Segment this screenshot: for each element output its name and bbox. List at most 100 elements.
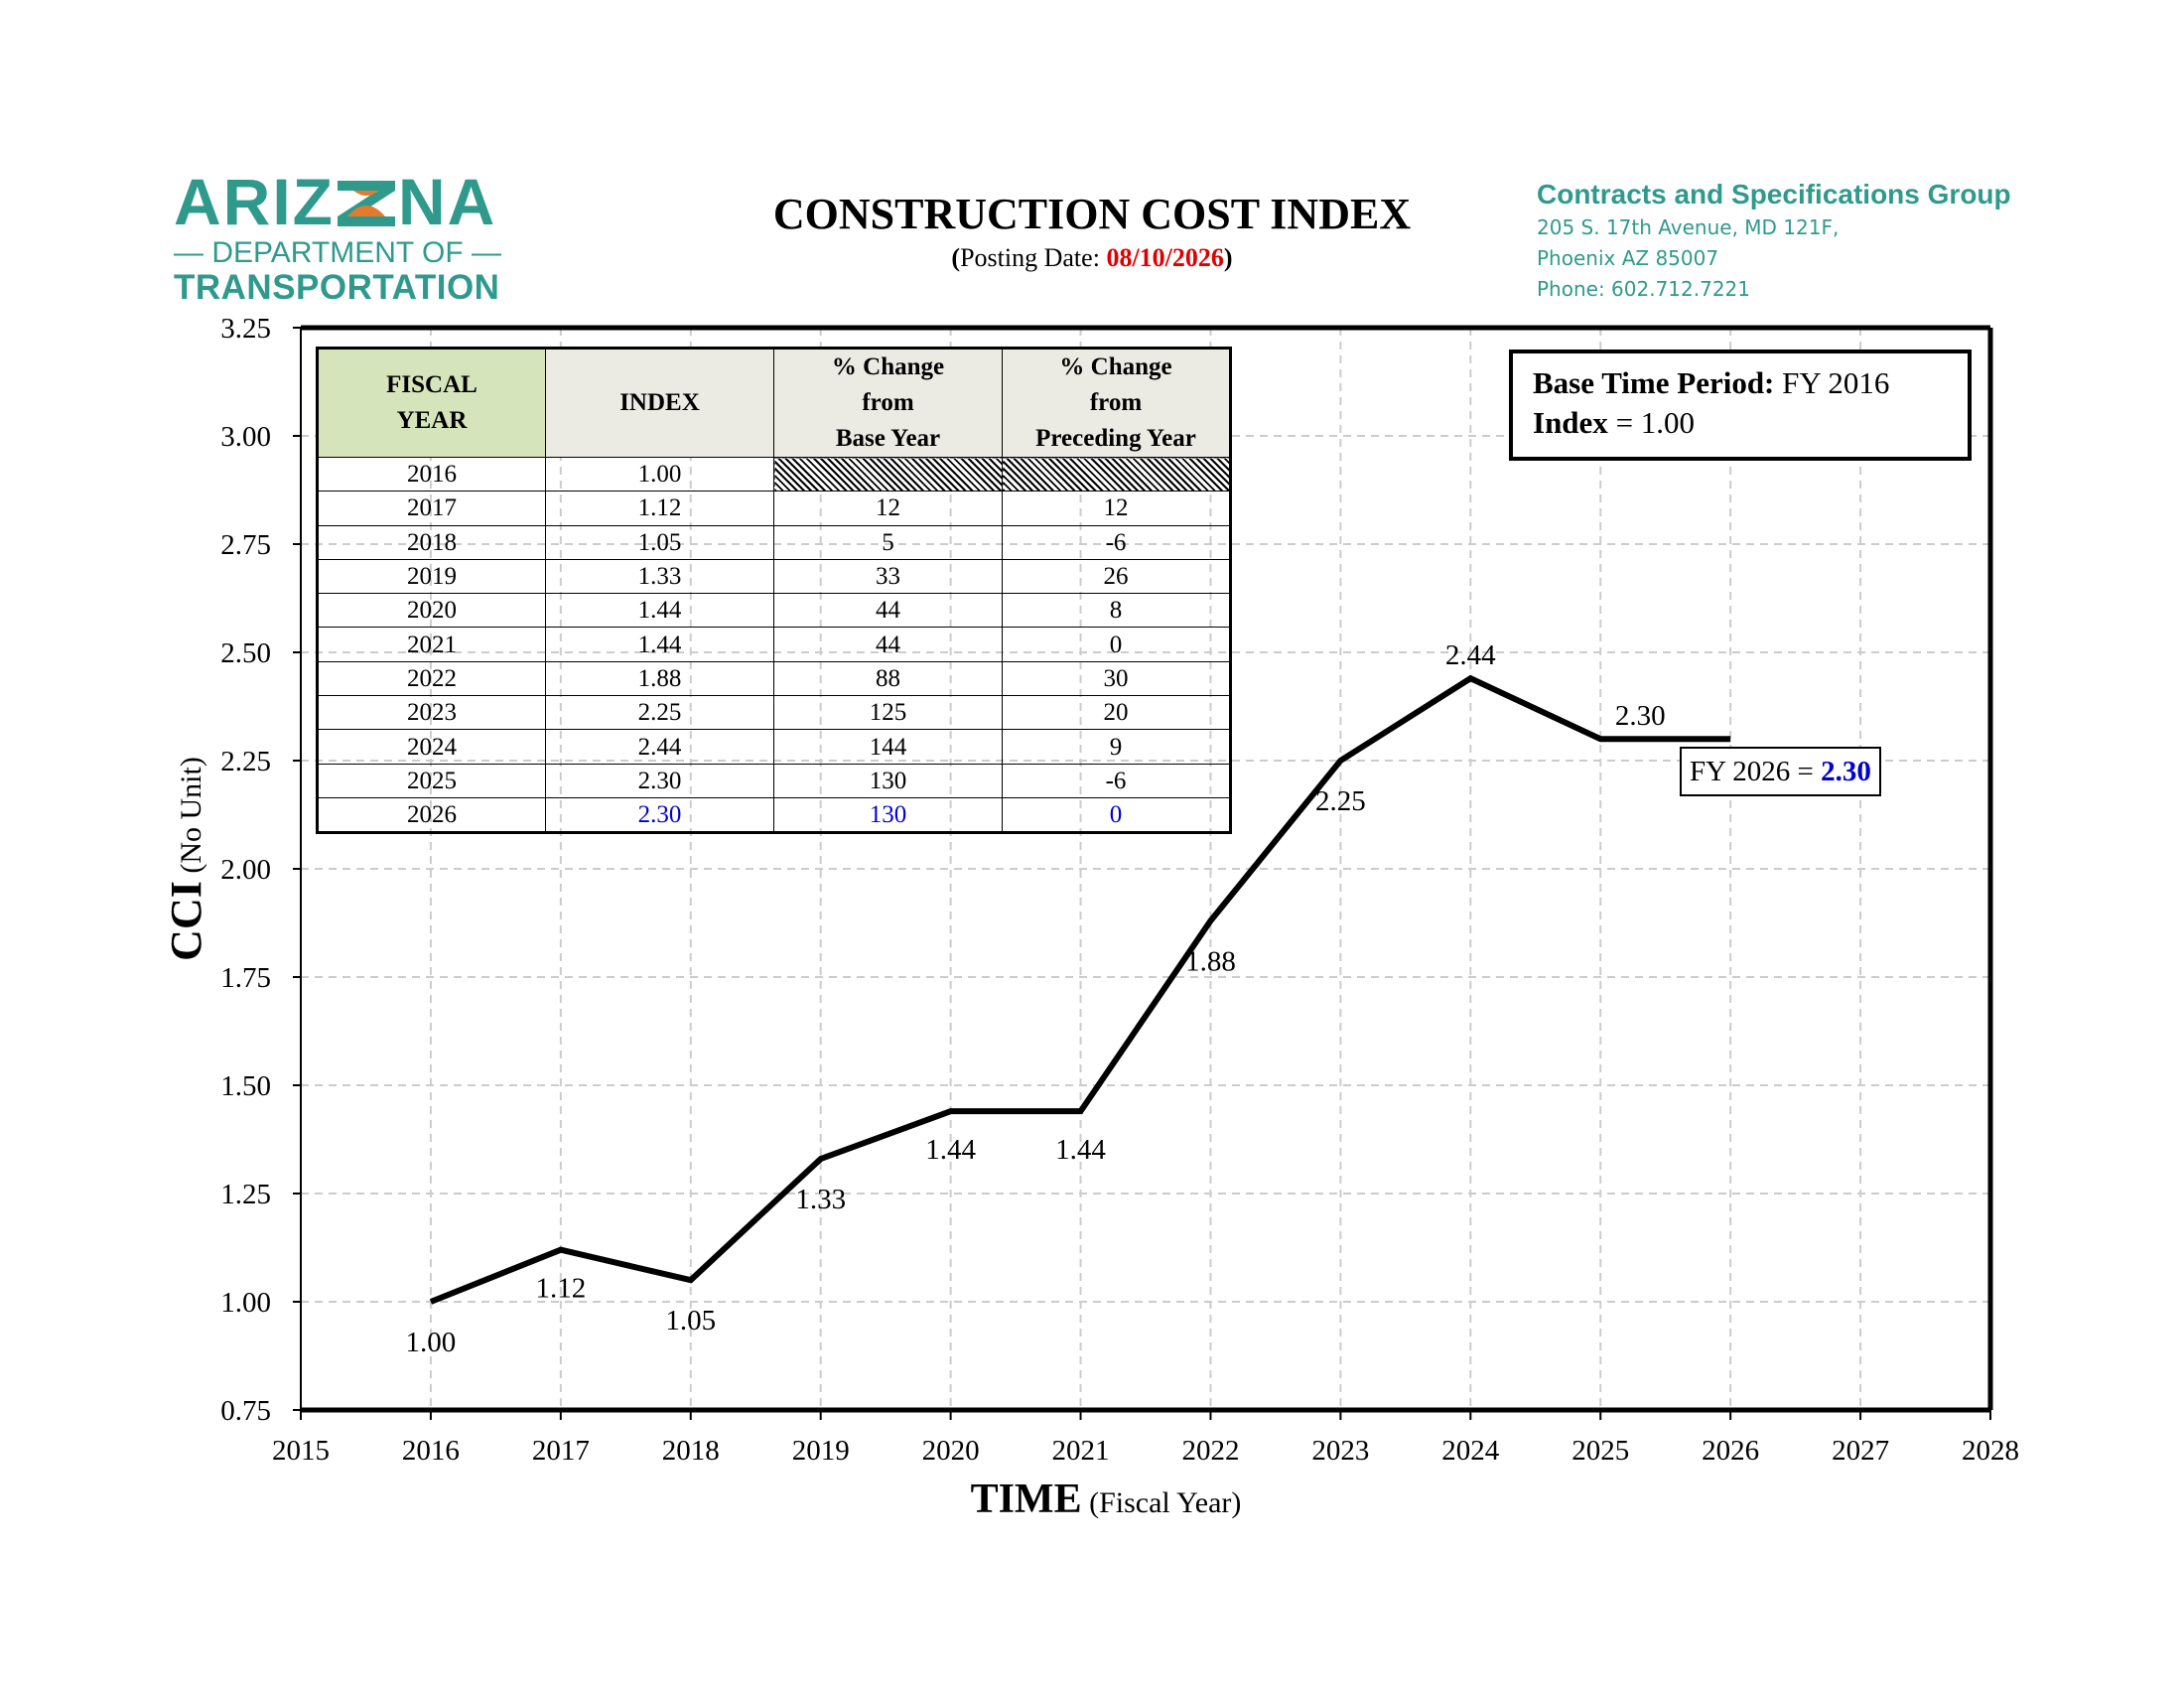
cell-year: 2023: [317, 695, 546, 731]
x-tick-label: 2018: [662, 1435, 720, 1467]
table-row: 2023 2.25 125 20: [317, 695, 1231, 731]
cell-index: 1.44: [545, 627, 774, 662]
sunrise-logo-icon: [337, 181, 395, 226]
y-tick-label: 1.25: [220, 1179, 271, 1210]
data-label: 1.88: [1185, 945, 1236, 977]
header-fiscal-line1: FISCAL: [386, 371, 478, 398]
x-tick-label: 2024: [1441, 1435, 1500, 1467]
data-label: 2.44: [1445, 639, 1496, 671]
cell-change-preceding: 9: [1002, 729, 1231, 765]
x-axis-title-main: TIME: [971, 1477, 1082, 1522]
cell-year: 2024: [317, 729, 546, 765]
cell-year: 2016: [317, 456, 546, 492]
base-period-value: FY 2016: [1774, 365, 1890, 400]
posting-date-line: (Posting Date: 08/10/2026): [695, 243, 1489, 273]
base-period-box: Base Time Period: FY 2016 Index = 1.00: [1509, 350, 1972, 461]
y-tick-label: 2.00: [220, 854, 271, 886]
cell-index: 1.88: [545, 660, 774, 697]
callout-value: 2.30: [1821, 756, 1871, 787]
x-tick-label: 2023: [1311, 1435, 1369, 1467]
y-tick-label: 3.00: [220, 421, 271, 453]
header-index: INDEX: [545, 348, 774, 458]
data-label: 1.05: [665, 1305, 716, 1336]
table-row-current: 2026 2.30 130 0: [317, 796, 1231, 834]
cell-change-preceding: -6: [1002, 763, 1231, 798]
cell-year: 2018: [317, 524, 546, 560]
header-base-line1: % Change: [831, 353, 945, 380]
cell-change-base: 44: [773, 593, 1003, 629]
table-row: 2025 2.30 130 -6: [317, 763, 1231, 798]
y-tick-label: 2.25: [220, 746, 271, 777]
cell-year: 2022: [317, 660, 546, 697]
x-tick-label: 2020: [922, 1435, 980, 1467]
base-index-value: = 1.00: [1607, 405, 1696, 440]
x-tick-label: 2017: [532, 1435, 590, 1467]
table-row: 2020 1.44 44 8: [317, 593, 1231, 629]
cell-year: 2019: [317, 558, 546, 595]
posting-date-label: Posting Date:: [960, 243, 1107, 272]
header-change-base: % Change from Base Year: [773, 348, 1003, 458]
header-fiscal-line2: YEAR: [396, 407, 468, 434]
cell-year: 2026: [317, 796, 546, 834]
paren-close: ): [1223, 243, 1233, 272]
cell-change-preceding: 20: [1002, 695, 1231, 731]
cell-change-preceding: 8: [1002, 593, 1231, 629]
logo-letters-left: ARIZ: [174, 165, 335, 238]
cell-change-preceding: 26: [1002, 558, 1231, 595]
y-tick-label: 0.75: [220, 1395, 271, 1427]
y-axis-title-sub: (No Unit): [175, 757, 207, 881]
y-tick-label: 3.25: [220, 313, 271, 345]
x-tick-label: 2026: [1702, 1435, 1759, 1467]
cell-index: 2.30: [545, 763, 774, 798]
x-axis-title: TIME (Fiscal Year): [971, 1477, 1242, 1522]
x-tick-label: 2025: [1571, 1435, 1629, 1467]
cell-year: 2017: [317, 491, 546, 526]
data-label: 2.30: [1615, 700, 1666, 732]
x-tick-label: 2027: [1832, 1435, 1889, 1467]
base-period-label: Base Time Period:: [1533, 365, 1775, 400]
cell-change-preceding: 30: [1002, 660, 1231, 697]
header-base-line2: from: [862, 389, 914, 416]
cell-hatched: [1002, 456, 1231, 492]
y-axis-title: CCI (No Unit): [162, 757, 210, 961]
posting-date-value: 08/10/2026: [1106, 243, 1224, 272]
data-label: 1.44: [1055, 1134, 1106, 1166]
base-period-line: Base Time Period: FY 2016: [1533, 363, 1968, 403]
cell-index: 1.12: [545, 491, 774, 526]
base-index-line: Index = 1.00: [1533, 403, 1968, 443]
cell-change-base: 33: [773, 558, 1003, 595]
x-tick-label: 2028: [1962, 1435, 2019, 1467]
contact-group-name: Contracts and Specifications Group: [1537, 179, 2011, 210]
cell-change-base: 130: [773, 763, 1003, 798]
cell-index: 1.05: [545, 524, 774, 560]
y-tick-label: 1.50: [220, 1070, 271, 1102]
y-tick-label: 1.75: [220, 962, 271, 994]
cell-change-preceding: 0: [1002, 796, 1231, 834]
x-tick-label: 2019: [792, 1435, 850, 1467]
cell-change-base: 88: [773, 660, 1003, 697]
contact-block: Contracts and Specifications Group 205 S…: [1537, 177, 2011, 305]
x-tick-label: 2015: [272, 1435, 330, 1467]
data-label: 1.44: [925, 1134, 976, 1166]
current-fy-callout: FY 2026 = 2.30: [1680, 747, 1881, 796]
y-tick-label: 1.00: [220, 1287, 271, 1319]
logo-transportation: TRANSPORTATION: [174, 268, 500, 307]
cell-change-base: 130: [773, 796, 1003, 834]
cell-year: 2020: [317, 593, 546, 629]
y-tick-label: 2.50: [220, 637, 271, 669]
data-label: 1.12: [535, 1273, 586, 1305]
cell-change-base: 12: [773, 491, 1003, 526]
adot-logo: ARIZ NA — DEPARTMENT OF — TRANSPORTATION: [174, 169, 541, 306]
cell-index: 1.00: [545, 456, 774, 492]
header-base-line3: Base Year: [835, 425, 941, 452]
cell-change-preceding: 0: [1002, 627, 1231, 662]
logo-letters-right: NA: [397, 165, 497, 238]
table-row: 2019 1.33 33 26: [317, 558, 1231, 595]
base-index-label: Index: [1533, 405, 1608, 440]
x-tick-label: 2022: [1181, 1435, 1239, 1467]
cell-change-base: 144: [773, 729, 1003, 765]
header-prec-line2: from: [1089, 389, 1143, 416]
logo-department-of: — DEPARTMENT OF —: [174, 236, 502, 269]
table-row: 2022 1.88 88 30: [317, 660, 1231, 697]
